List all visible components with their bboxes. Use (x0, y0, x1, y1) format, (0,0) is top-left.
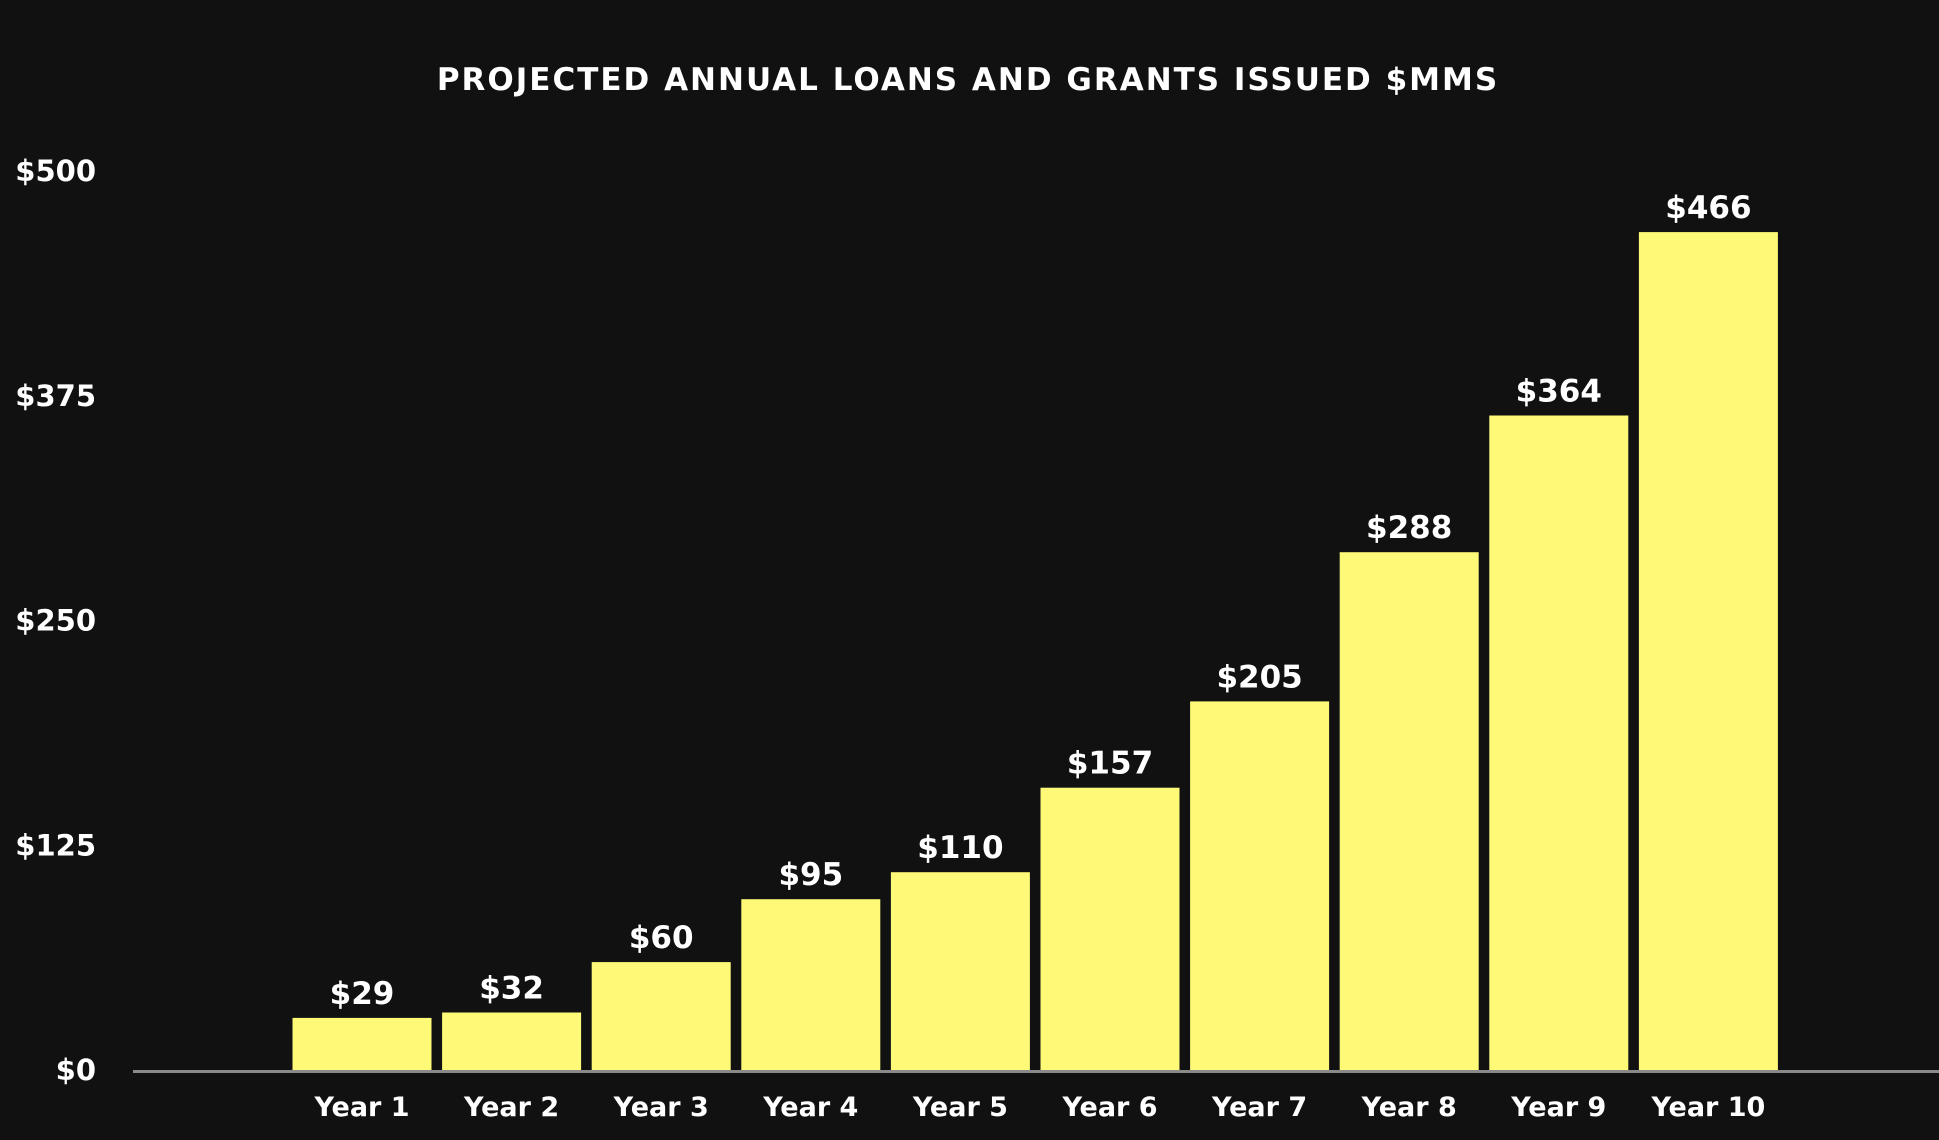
category-label: Year 6 (1061, 1092, 1157, 1123)
category-label: Year 9 (1510, 1092, 1606, 1123)
bar-value-label: $110 (917, 830, 1003, 866)
y-tick-label: $125 (15, 828, 96, 862)
category-label: Year 4 (762, 1092, 858, 1123)
bar-value-label: $32 (479, 971, 544, 1007)
bar (591, 962, 731, 1070)
category-label: Year 7 (1211, 1092, 1307, 1123)
value-labels: $29 $32 $60 $95 $110 $157 $205 $288 $364 $466 (330, 190, 1752, 1012)
bar (1040, 787, 1180, 1070)
y-axis-tick-labels: $0 $125 $250 $375 $500 (15, 154, 96, 1087)
y-tick-label: $0 (56, 1053, 96, 1087)
category-label: Year 8 (1361, 1092, 1457, 1123)
bar-value-label: $95 (778, 857, 843, 893)
bar-value-label: $29 (330, 976, 395, 1012)
bar-value-label: $466 (1665, 190, 1751, 226)
category-label: Year 1 (313, 1092, 409, 1123)
bar-value-label: $364 (1516, 374, 1602, 410)
bar (1339, 552, 1479, 1070)
x-axis-category-labels: Year 1 Year 2 Year 3 Year 4 Year 5 Year 6 Year… (313, 1092, 1765, 1123)
bar-value-label: $60 (629, 920, 694, 956)
bar (1489, 415, 1629, 1070)
y-tick-label: $500 (15, 154, 96, 188)
category-label: Year 3 (613, 1092, 709, 1123)
bar (292, 1017, 432, 1070)
chart-title: PROJECTED ANNUAL LOANS AND GRANTS ISSUED… (437, 62, 1499, 98)
bar-value-label: $205 (1216, 659, 1302, 695)
bar-value-label: $157 (1067, 746, 1153, 782)
bar (442, 1012, 582, 1070)
bars (292, 232, 1778, 1071)
category-label: Year 10 (1650, 1092, 1765, 1123)
y-tick-label: $250 (15, 604, 96, 638)
y-tick-label: $375 (15, 379, 96, 413)
category-label: Year 2 (463, 1092, 559, 1123)
bar (890, 872, 1030, 1070)
bar (1190, 701, 1330, 1070)
bar (741, 899, 881, 1070)
category-label: Year 5 (912, 1092, 1008, 1123)
bar (1638, 232, 1778, 1071)
bar-value-label: $288 (1366, 510, 1452, 546)
